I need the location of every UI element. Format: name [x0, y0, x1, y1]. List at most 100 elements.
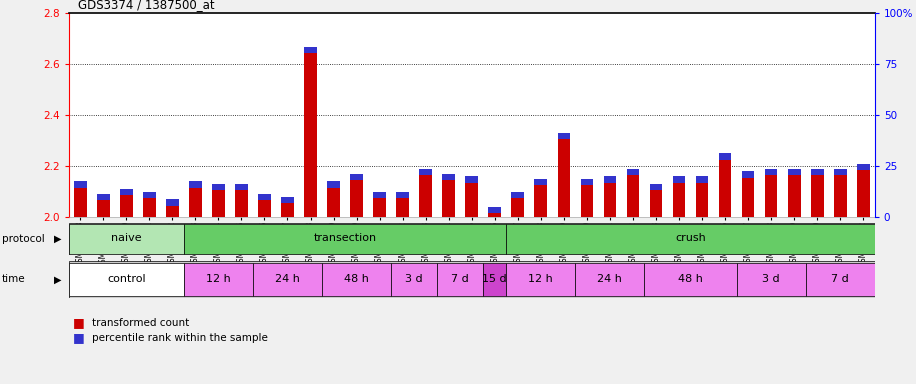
Bar — [857, 164, 869, 170]
Bar — [327, 181, 340, 188]
Bar — [374, 192, 386, 217]
Bar — [69, 224, 184, 254]
Bar — [742, 171, 755, 217]
Bar — [811, 169, 823, 175]
Bar — [120, 189, 133, 217]
Text: 48 h: 48 h — [344, 274, 369, 284]
Bar — [213, 184, 224, 217]
Bar — [558, 133, 570, 139]
Bar — [672, 176, 685, 217]
Bar — [465, 176, 478, 217]
Text: crush: crush — [675, 233, 706, 243]
Bar — [604, 176, 616, 183]
Text: protocol: protocol — [2, 234, 45, 244]
Text: 12 h: 12 h — [206, 274, 231, 284]
Text: transformed count: transformed count — [92, 318, 189, 328]
Bar — [213, 184, 224, 190]
Bar — [511, 192, 524, 217]
Text: 15 d: 15 d — [483, 274, 507, 284]
Bar — [235, 184, 247, 217]
Text: ▶: ▶ — [54, 234, 61, 244]
Bar — [834, 169, 846, 217]
Bar — [535, 179, 547, 185]
Bar — [420, 169, 432, 217]
Bar — [558, 133, 570, 217]
Bar — [143, 192, 156, 198]
Bar — [184, 263, 253, 296]
Bar — [645, 263, 736, 296]
Bar — [488, 207, 501, 213]
Bar — [857, 164, 869, 217]
Text: ■: ■ — [73, 331, 85, 344]
Bar — [253, 263, 322, 296]
Bar — [322, 263, 391, 296]
Bar — [765, 169, 778, 175]
Bar — [258, 194, 271, 200]
Bar — [69, 263, 184, 296]
Bar — [788, 169, 801, 217]
Bar — [581, 179, 594, 217]
Bar — [120, 189, 133, 195]
Text: 7 d: 7 d — [452, 274, 469, 284]
Text: 24 h: 24 h — [597, 274, 622, 284]
Bar — [696, 176, 708, 183]
Bar — [696, 176, 708, 217]
Bar — [535, 179, 547, 217]
Text: control: control — [107, 274, 146, 284]
Bar — [719, 153, 731, 160]
Text: time: time — [2, 274, 26, 285]
Bar — [627, 169, 639, 217]
Text: ▶: ▶ — [54, 274, 61, 285]
Text: GDS3374 / 1387500_at: GDS3374 / 1387500_at — [78, 0, 214, 12]
Text: 12 h: 12 h — [529, 274, 553, 284]
Bar — [327, 181, 340, 217]
Bar — [811, 169, 823, 217]
Bar — [507, 224, 875, 254]
Bar — [627, 169, 639, 175]
Bar — [719, 153, 731, 217]
Bar — [97, 194, 110, 200]
Bar — [258, 194, 271, 217]
Bar — [281, 197, 294, 203]
Bar — [374, 192, 386, 198]
Bar — [391, 263, 437, 296]
Text: 3 d: 3 d — [406, 274, 423, 284]
Bar — [166, 199, 179, 205]
Bar — [649, 184, 662, 217]
Text: transection: transection — [313, 233, 376, 243]
Bar — [604, 176, 616, 217]
Bar — [736, 263, 806, 296]
Text: percentile rank within the sample: percentile rank within the sample — [92, 333, 267, 343]
Bar — [350, 174, 363, 217]
Bar — [442, 174, 455, 180]
Bar — [507, 263, 575, 296]
Bar — [488, 207, 501, 217]
Text: 3 d: 3 d — [762, 274, 780, 284]
Bar — [511, 192, 524, 198]
Bar — [166, 199, 179, 217]
Bar — [304, 46, 317, 217]
Bar — [189, 181, 202, 188]
Bar — [397, 192, 409, 217]
Text: 24 h: 24 h — [275, 274, 300, 284]
Bar — [575, 263, 645, 296]
Bar — [806, 263, 875, 296]
Bar — [189, 181, 202, 217]
Bar — [143, 192, 156, 217]
Bar — [397, 192, 409, 198]
Bar — [74, 181, 86, 217]
Text: 7 d: 7 d — [832, 274, 849, 284]
Bar — [74, 181, 86, 188]
Text: 48 h: 48 h — [678, 274, 703, 284]
Bar — [649, 184, 662, 190]
Bar — [834, 169, 846, 175]
Bar — [350, 174, 363, 180]
Bar — [788, 169, 801, 175]
Bar — [765, 169, 778, 217]
Text: ■: ■ — [73, 316, 85, 329]
Bar — [97, 194, 110, 217]
Bar — [672, 176, 685, 183]
Bar — [484, 263, 507, 296]
Bar — [235, 184, 247, 190]
Bar — [437, 263, 484, 296]
